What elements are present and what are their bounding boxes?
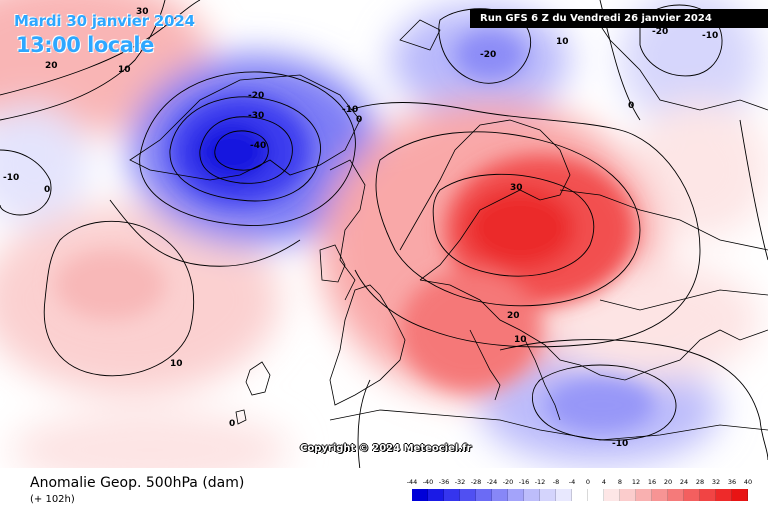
contour-label: 0	[356, 115, 362, 125]
contour-label: 0	[628, 101, 634, 111]
color-scale-swatch	[700, 489, 716, 501]
contour-label: 10	[514, 335, 527, 345]
valid-date-title: Mardi 30 janvier 2024	[14, 12, 195, 30]
color-scale-tick-label: 40	[743, 478, 753, 486]
contour-label: -30	[248, 111, 264, 121]
color-scale-swatch	[716, 489, 732, 501]
model-run-banner: Run GFS 6 Z du Vendredi 26 janvier 2024	[470, 9, 768, 28]
contour-label: 0	[44, 185, 50, 195]
color-scale-legend: -44 -40 -36 -32 -28 -24 -20 -16 -12 -8 -4 0 4 8 12 16 20…	[407, 478, 753, 508]
color-scale-swatch	[508, 489, 524, 501]
coastlines	[129, 9, 768, 441]
color-scale-bar	[412, 489, 748, 501]
contour-label-layer: 30 20 10 -20 -30 -40 -10 0 -20 10 -20 -1…	[3, 7, 718, 449]
contour-label: -20	[480, 50, 496, 60]
color-scale-tick-label: -20	[502, 478, 514, 486]
contour-label: -20	[652, 27, 668, 37]
contour-label: -10	[702, 31, 718, 41]
color-scale-tick-label: 24	[679, 478, 689, 486]
color-scale-swatch	[412, 489, 428, 501]
lead-time: (+ 102h)	[30, 494, 75, 505]
color-scale-tick-label: 32	[711, 478, 721, 486]
color-scale-swatch	[540, 489, 556, 501]
contour-label: -20	[248, 91, 264, 101]
color-scale-swatch	[620, 489, 636, 501]
color-scale-swatch	[492, 489, 508, 501]
contour-label: 30	[136, 7, 149, 17]
anomaly-map-svg: 30 20 10 -20 -30 -40 -10 0 -20 10 -20 -1…	[0, 0, 768, 468]
color-scale-swatch	[588, 489, 604, 501]
color-scale-tick-label: -24	[486, 478, 498, 486]
color-scale-swatch	[460, 489, 476, 501]
color-scale-swatch	[476, 489, 492, 501]
color-scale-swatch	[572, 489, 588, 501]
color-scale-tick-label: 20	[663, 478, 673, 486]
color-scale-tick-label: -4	[568, 478, 576, 486]
color-scale-swatch	[604, 489, 620, 501]
color-scale-swatch	[428, 489, 444, 501]
color-scale-swatch	[444, 489, 460, 501]
contour-label: 0	[229, 419, 235, 429]
valid-time-title: 13:00 locale	[16, 33, 154, 57]
contour-label: 10	[556, 37, 569, 47]
map-area: 30 20 10 -20 -30 -40 -10 0 -20 10 -20 -1…	[0, 0, 768, 468]
color-scale-tick-label: 8	[617, 478, 623, 486]
color-scale-swatch	[636, 489, 652, 501]
variable-title: Anomalie Geop. 500hPa (dam)	[30, 475, 245, 491]
contour-label: 20	[45, 61, 58, 71]
color-scale-tick-label: -8	[552, 478, 560, 486]
contour-label: 30	[510, 183, 523, 193]
contour-label: 10	[170, 359, 183, 369]
color-scale-tick-label: 36	[727, 478, 737, 486]
color-scale-swatch	[556, 489, 572, 501]
color-scale-tick-label: -32	[454, 478, 466, 486]
contour-label: -40	[250, 141, 266, 151]
contour-label: -10	[342, 105, 358, 115]
color-scale-tick-label: 0	[585, 478, 591, 486]
color-scale-tick-label: -12	[534, 478, 546, 486]
color-scale-tick-label: 28	[695, 478, 705, 486]
color-scale-tick-label: -16	[518, 478, 530, 486]
contour-label: -10	[612, 439, 628, 449]
color-scale-tick-label: 16	[647, 478, 657, 486]
contour-label: 20	[507, 311, 520, 321]
map-footer: Anomalie Geop. 500hPa (dam) (+ 102h) -44…	[0, 468, 768, 512]
contour-label: -10	[3, 173, 19, 183]
color-scale-swatch	[524, 489, 540, 501]
color-scale-swatch	[668, 489, 684, 501]
color-scale-swatch	[732, 489, 748, 501]
color-scale-tick-label: -36	[438, 478, 450, 486]
contour-lines	[0, 0, 768, 468]
color-scale-tick-label: 4	[601, 478, 607, 486]
copyright-notice: Copyright © 2024 Meteociel.fr	[300, 443, 472, 454]
color-scale-tick-label: -44	[406, 478, 418, 486]
contour-label: 10	[118, 65, 131, 75]
color-scale-swatch	[652, 489, 668, 501]
color-scale-tick-label: -28	[470, 478, 482, 486]
color-scale-swatch	[684, 489, 700, 501]
color-scale-tick-label: 12	[631, 478, 641, 486]
color-scale-tick-label: -40	[422, 478, 434, 486]
